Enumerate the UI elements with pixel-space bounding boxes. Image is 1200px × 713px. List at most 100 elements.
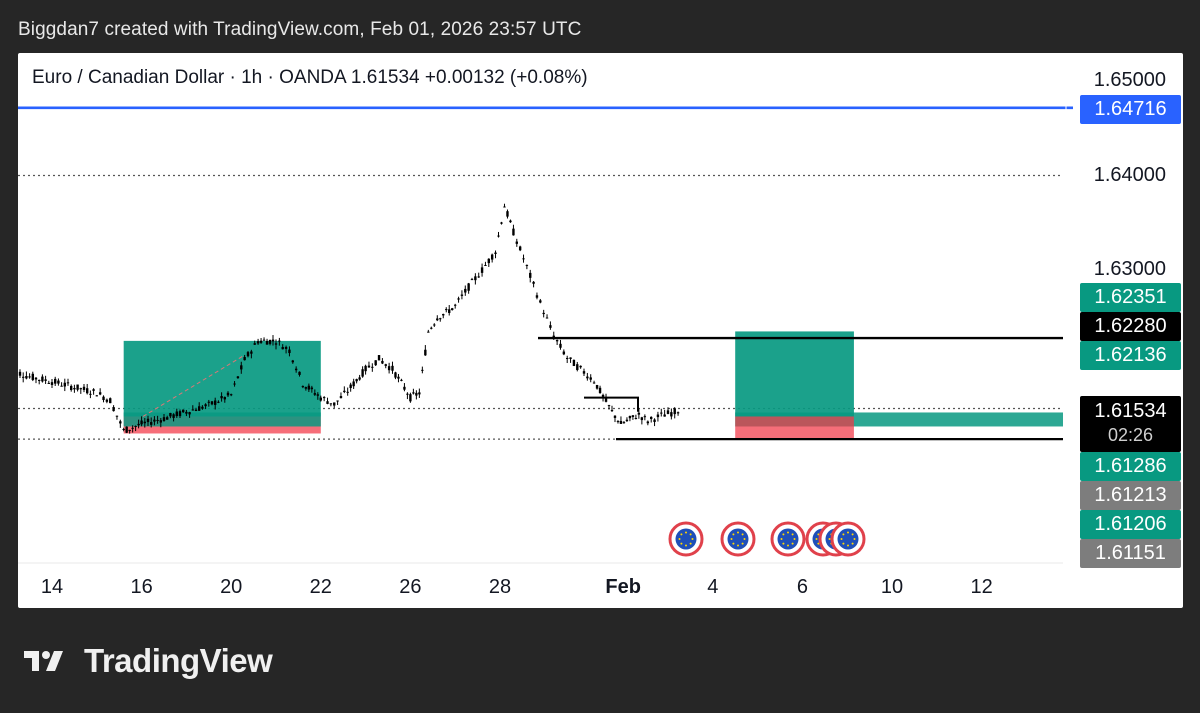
eu-star-icon — [689, 533, 692, 536]
candle — [610, 405, 614, 413]
candle — [134, 425, 137, 432]
candle — [304, 386, 308, 391]
candle — [301, 385, 305, 389]
candle — [217, 400, 220, 404]
eu-star-icon — [840, 538, 843, 540]
candle — [329, 403, 333, 407]
eu-star-icon — [791, 542, 794, 545]
price-tag-entry: 1.61286 — [1080, 452, 1181, 481]
price-tag-value: 1.61206 — [1094, 513, 1167, 535]
candle — [294, 366, 298, 373]
candle — [188, 411, 191, 418]
eu-star-icon — [737, 544, 739, 547]
candle — [105, 398, 109, 404]
price-tag-line: 1.62280 — [1080, 312, 1181, 341]
eu-star-icon — [791, 533, 794, 536]
price-tag-value: 1.61534 — [1094, 400, 1167, 422]
candle — [281, 344, 284, 350]
candle — [226, 391, 230, 397]
candle — [374, 360, 377, 367]
candle — [307, 383, 311, 392]
eu-star-icon — [743, 538, 746, 540]
candle — [470, 277, 474, 281]
candle — [246, 350, 250, 358]
candle — [278, 337, 281, 346]
candle — [112, 405, 115, 412]
candle — [41, 374, 44, 383]
candle — [82, 384, 86, 393]
candle — [47, 380, 50, 385]
candle — [586, 372, 589, 381]
candle — [201, 405, 204, 410]
candle — [220, 392, 223, 402]
candle — [153, 416, 156, 426]
candle — [397, 373, 400, 383]
eu-star-icon — [787, 544, 789, 547]
candle — [233, 381, 236, 387]
eu-star-icon — [680, 542, 683, 545]
eu-star-icon — [689, 542, 692, 545]
eu-star-icon — [828, 538, 831, 540]
candle — [210, 400, 214, 406]
candle — [572, 359, 576, 367]
candle — [50, 378, 54, 388]
target-zone — [735, 331, 854, 417]
candle — [656, 411, 660, 422]
eu-star-icon — [730, 538, 733, 540]
candle — [102, 395, 105, 403]
tradingview-logo: TradingView — [22, 642, 273, 680]
date-tick-label: 14 — [40, 576, 64, 598]
target-zone — [123, 340, 321, 417]
candle — [182, 409, 185, 413]
eu-star-icon — [815, 538, 818, 540]
candle — [98, 388, 102, 396]
candle — [604, 393, 608, 403]
candle — [542, 309, 545, 318]
candle — [628, 415, 632, 422]
eu-star-icon — [678, 538, 681, 540]
symbol-info: Euro / Canadian Dollar · 1h · OANDA 1.61… — [32, 67, 588, 88]
date-tick-label: Feb — [605, 576, 641, 598]
candle — [128, 429, 131, 434]
candle — [559, 339, 562, 350]
chart-panel[interactable]: Euro / Canadian Dollar · 1h · OANDA 1.61… — [18, 53, 1183, 608]
candle — [236, 376, 240, 379]
price-tag-value: 1.61286 — [1094, 455, 1167, 477]
candle — [240, 361, 243, 374]
candle — [214, 397, 217, 410]
price-tag-entry: 1.61206 — [1080, 510, 1181, 539]
candle — [271, 335, 275, 346]
candle — [230, 393, 233, 397]
candle — [336, 400, 339, 406]
candle — [387, 362, 391, 374]
candle — [539, 298, 542, 304]
candle — [673, 407, 676, 419]
candle — [515, 238, 518, 247]
candle — [439, 317, 442, 322]
candle — [676, 411, 680, 416]
eu-star-icon — [732, 542, 735, 545]
price-chart[interactable] — [18, 53, 1183, 608]
candle — [178, 409, 182, 419]
candle — [666, 407, 670, 415]
eu-star-icon — [780, 538, 783, 540]
eu-star-icon — [782, 542, 785, 545]
candle — [460, 290, 464, 300]
candle — [500, 221, 503, 225]
candle — [44, 375, 47, 384]
candle — [18, 369, 22, 379]
candle — [22, 372, 25, 383]
candle — [109, 397, 112, 404]
candle — [150, 417, 153, 428]
candle — [592, 380, 596, 384]
candle — [421, 366, 424, 374]
candle — [394, 371, 397, 380]
candle — [122, 427, 125, 432]
candle — [442, 313, 445, 319]
candle — [430, 326, 433, 330]
candle — [480, 263, 484, 277]
candle — [487, 258, 490, 267]
candle — [477, 272, 480, 278]
candle — [625, 417, 629, 422]
candle — [339, 392, 343, 399]
